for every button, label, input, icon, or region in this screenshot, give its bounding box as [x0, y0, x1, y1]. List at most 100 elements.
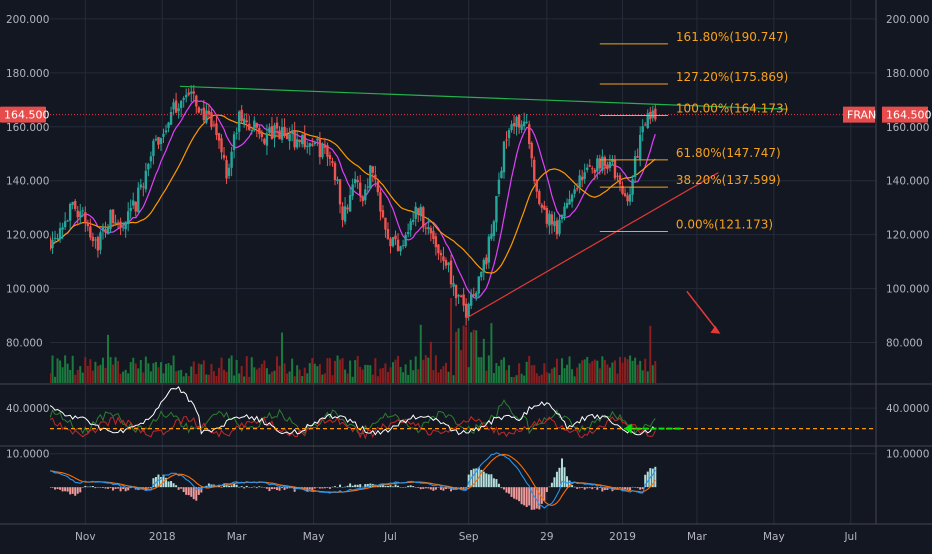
volume-bar [119, 373, 122, 383]
candle-body [169, 111, 173, 125]
candle-body [139, 184, 142, 188]
volume-bar [578, 363, 581, 383]
volume-bar [583, 359, 586, 383]
volume-bar [560, 358, 563, 383]
macd-histogram-bar [248, 487, 251, 488]
candle-body [588, 165, 591, 167]
candle-body [374, 174, 377, 180]
volume-bar [313, 363, 316, 383]
candle-body [341, 206, 344, 220]
volume-bar [59, 360, 62, 383]
candle-body [237, 111, 241, 132]
macd-histogram-bar [76, 487, 79, 494]
macd-histogram-bar [359, 484, 362, 488]
moving-average-slow [50, 114, 656, 274]
y-tick-label-left: 140.000 [6, 176, 49, 188]
macd-histogram-bar [180, 487, 183, 489]
volume-bar [427, 357, 430, 383]
volume-bar [379, 368, 382, 383]
volume-bar [394, 359, 397, 383]
candle-body [187, 92, 190, 95]
candle-body [578, 175, 581, 188]
candle-body [255, 123, 259, 128]
volume-bar [101, 357, 104, 383]
macd-histogram-bar [311, 487, 314, 490]
candle-body [240, 109, 243, 122]
macd-histogram-bar [419, 487, 422, 490]
candle-body [469, 294, 473, 306]
candle-body [502, 141, 506, 173]
volume-bar [281, 332, 284, 383]
candle-body [71, 201, 74, 205]
candle-body [394, 235, 397, 240]
macd-histogram-bar [629, 487, 632, 490]
macd-histogram-bar [91, 486, 94, 488]
volume-bar [356, 355, 359, 383]
candle-body [424, 227, 427, 229]
volume-bar [502, 357, 505, 383]
candle-body [132, 200, 135, 206]
volume-bar [291, 358, 294, 383]
macd-histogram-bar [81, 487, 84, 488]
volume-bar [641, 370, 644, 383]
volume-bar [185, 373, 188, 383]
candle-body [467, 303, 470, 317]
macd-histogram-bar [149, 487, 152, 489]
candle-body [205, 110, 208, 123]
candle-body [318, 138, 322, 158]
candle-body [522, 121, 526, 127]
volume-bar [245, 356, 248, 383]
macd-tick-label-left: 10.0000 [6, 449, 49, 461]
macd-histogram-bar [566, 476, 569, 488]
macd-histogram-bar [200, 487, 203, 493]
candle-body [76, 210, 79, 218]
volume-bar [334, 360, 337, 383]
macd-histogram-bar [124, 487, 127, 492]
macd-histogram-bar [197, 487, 200, 495]
candle-body [144, 170, 148, 190]
candle-body [603, 157, 607, 167]
volume-bar [412, 370, 415, 383]
macd-histogram-bar [185, 487, 188, 495]
macd-histogram-bar [71, 487, 74, 494]
candle-body [200, 109, 203, 111]
volume-bar [167, 363, 170, 383]
volume-bar [465, 326, 468, 383]
candle-body [179, 100, 183, 109]
volume-bar [424, 355, 427, 383]
macd-histogram-bar [523, 487, 526, 506]
volume-bar [328, 358, 331, 383]
volume-bar [139, 359, 142, 383]
candle-body [485, 257, 488, 265]
macd-histogram-bar [99, 487, 102, 488]
candle-body [361, 196, 364, 202]
volume-bar [154, 361, 157, 383]
volume-bar [190, 366, 193, 383]
macd-histogram-bar [129, 487, 132, 489]
volume-bar [513, 376, 516, 383]
candle-body [550, 214, 554, 225]
volume-bar [341, 358, 344, 383]
x-tick-label: Sep [459, 531, 479, 543]
candle-body [384, 217, 387, 230]
volume-bar [371, 374, 374, 383]
volume-bar [149, 371, 152, 383]
macd-histogram-bar [540, 487, 543, 504]
candle-body [288, 134, 291, 142]
macd-histogram-bar [654, 466, 657, 488]
macd-histogram-bar [190, 487, 193, 497]
volume-bar [419, 324, 422, 383]
volume-bar [450, 298, 453, 383]
volume-bar [397, 355, 400, 383]
trendline [179, 85, 788, 110]
candle-body [626, 195, 629, 202]
macd-histogram-bar [641, 487, 644, 490]
volume-bar [482, 338, 485, 383]
candle-body [570, 194, 574, 202]
macd-histogram-bar [117, 487, 120, 489]
volume-bar [129, 361, 132, 383]
volume-bar [508, 365, 511, 383]
volume-bar [457, 328, 460, 383]
